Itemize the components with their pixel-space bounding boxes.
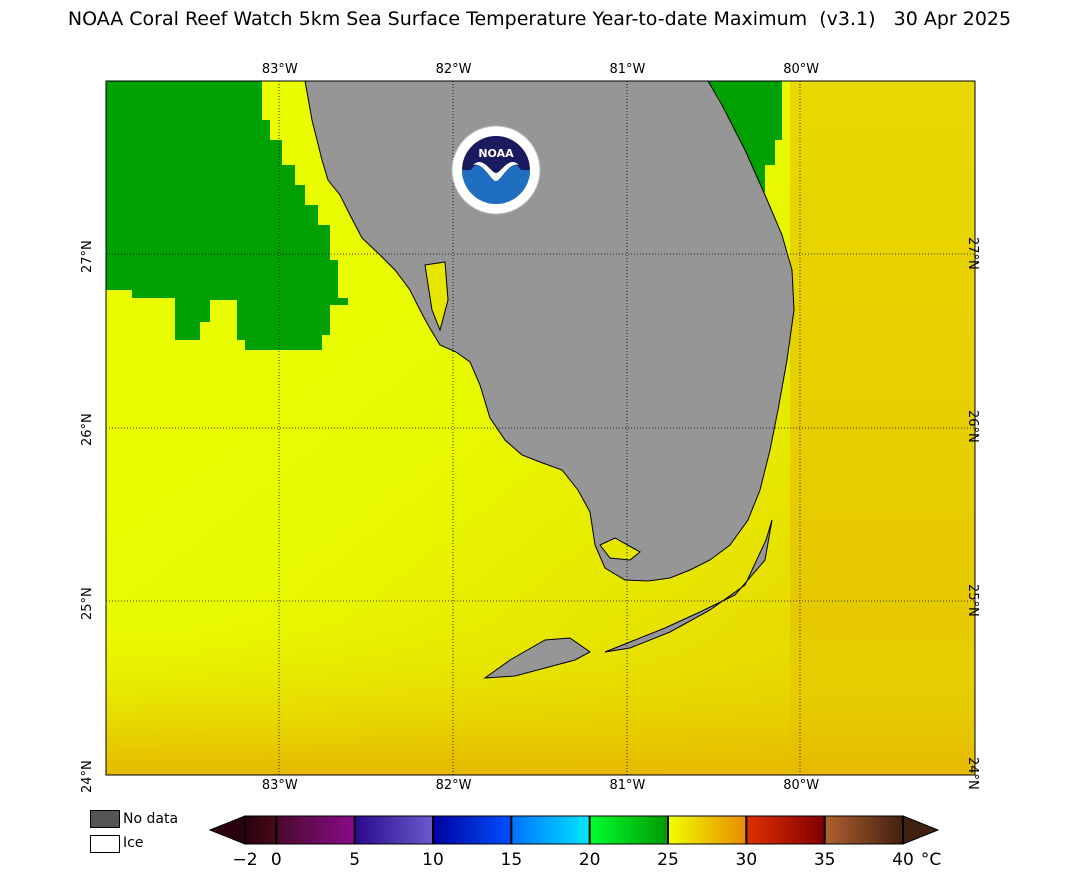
colorbar-segment (746, 816, 825, 844)
colorbar-tick-label: 15 (500, 850, 523, 870)
florida-land (304, 81, 795, 582)
lon-tick-label: 83°W (261, 778, 298, 793)
colorbar-extend-low (208, 815, 246, 845)
colorbar-extend-high (902, 815, 940, 845)
no-data-label: No data (123, 811, 179, 827)
colorbar-segment (245, 816, 277, 844)
noaa-logo-icon: NOAA (451, 125, 541, 215)
colorbar-tick-label: 30 (735, 850, 758, 870)
lat-tick-label: 25°N (965, 583, 980, 617)
noaa-logo-text: NOAA (478, 147, 514, 160)
colorbar-segment (511, 816, 590, 844)
lon-tick-label: 81°W (609, 62, 646, 77)
colorbar-tick-label: 35 (813, 850, 836, 870)
graticule (106, 81, 975, 775)
lon-tick-label: 83°W (261, 62, 298, 77)
colorbar-frame (244, 815, 904, 845)
green-region-atlantic (708, 81, 782, 192)
colorbar-segment (824, 816, 903, 844)
colorbar-segment (668, 816, 747, 844)
lon-tick-label: 82°W (435, 62, 472, 77)
lat-tick-label: 26°N (965, 410, 980, 443)
green-region-gulf (106, 81, 348, 350)
colorbar (208, 815, 940, 845)
ice-swatch (90, 835, 120, 853)
colorbar-tick-label: 10 (422, 850, 444, 870)
lat-tick-label: 27°N (965, 236, 980, 270)
lon-tick-label: 82°W (435, 778, 472, 793)
no-data-swatch (90, 810, 120, 828)
lat-tick-label: 24°N (80, 760, 95, 793)
colorbar-unit: °C (920, 850, 942, 870)
colorbar-tick-label: 20 (578, 850, 601, 870)
lat-tick-label: 26°N (80, 413, 95, 446)
lat-tick-label: 24°N (965, 757, 980, 790)
colorbar-segment (589, 816, 668, 844)
keys-chain (483, 519, 773, 679)
lon-tick-label: 81°W (609, 778, 646, 793)
colorbar-tick-label: 25 (657, 850, 679, 870)
map-frame (105, 80, 976, 776)
lon-tick-label: 80°W (783, 62, 820, 77)
colorbar-tick-label: 0 (270, 850, 282, 870)
ice-label: Ice (123, 835, 144, 851)
lon-tick-label: 80°W (783, 778, 820, 793)
colorbar-segment (433, 816, 512, 844)
colorbar-segment (276, 816, 355, 844)
map-title: NOAA Coral Reef Watch 5km Sea Surface Te… (67, 8, 1012, 30)
lat-tick-label: 27°N (80, 239, 95, 273)
colorbar-segment (354, 816, 433, 844)
colorbar-tick-label: 5 (349, 850, 361, 870)
colorbar-tick-label: 40 (892, 850, 914, 870)
lat-tick-label: 25°N (80, 586, 95, 620)
colorbar-tick-label: −2 (232, 850, 258, 870)
lake-bay-islands (424, 261, 641, 561)
